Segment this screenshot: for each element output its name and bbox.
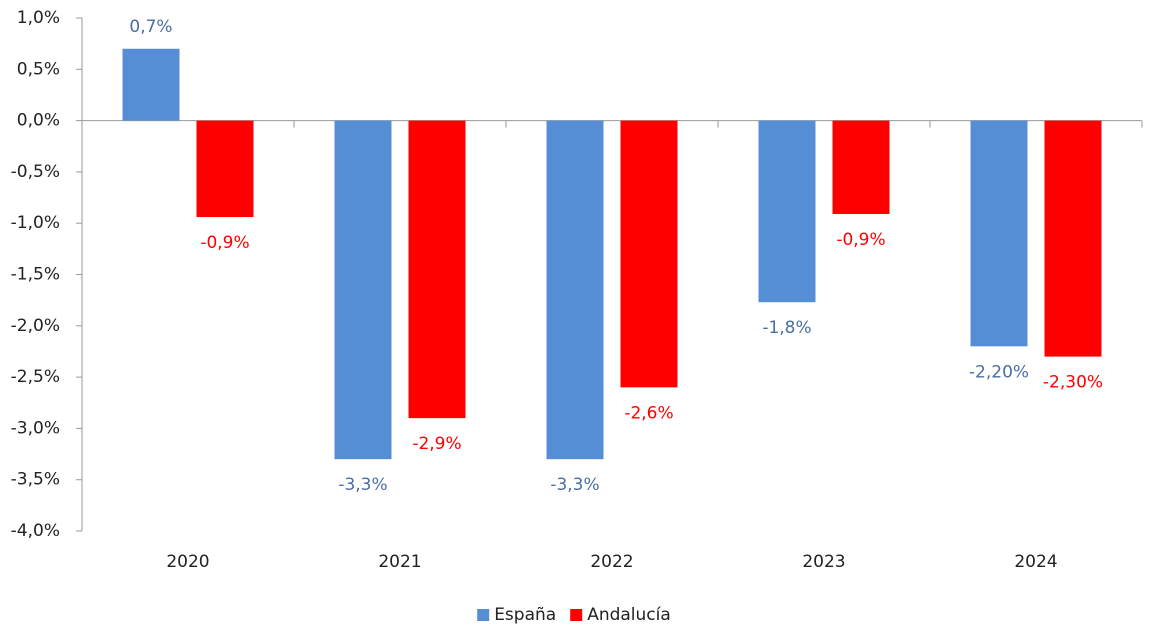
bar <box>970 120 1028 347</box>
y-tick-label: 1,0% <box>17 8 60 28</box>
data-label: -0,9% <box>200 233 249 253</box>
bar <box>408 120 466 419</box>
y-tick-label: -2,5% <box>11 367 60 387</box>
x-tick-label: 2023 <box>802 552 845 572</box>
y-tick-label: -2,0% <box>11 316 60 336</box>
y-tick-label: -3,0% <box>11 418 60 438</box>
data-label: -3,3% <box>338 475 387 495</box>
x-tick-label: 2024 <box>1014 552 1057 572</box>
y-tick-label: -1,5% <box>11 265 60 285</box>
bar <box>334 120 392 460</box>
data-label: -2,9% <box>412 434 461 454</box>
data-label: -0,9% <box>836 230 885 250</box>
legend-label: Andalucía <box>587 605 671 625</box>
x-tick-label: 2022 <box>590 552 633 572</box>
x-tick-label: 2021 <box>378 552 421 572</box>
y-tick-label: -0,5% <box>11 162 60 182</box>
bar <box>620 120 678 388</box>
bar <box>122 48 180 121</box>
legend-swatch <box>477 609 490 621</box>
data-label: -3,3% <box>550 475 599 495</box>
bar <box>546 120 604 460</box>
data-label: -1,8% <box>762 318 811 338</box>
data-label: -2,20% <box>969 362 1029 382</box>
legend-swatch <box>570 609 583 621</box>
bar <box>196 120 254 218</box>
y-tick-label: 0,5% <box>17 59 60 79</box>
y-tick-label: -1,0% <box>11 213 60 233</box>
x-tick-label: 2020 <box>166 552 209 572</box>
data-label: 0,7% <box>129 17 172 37</box>
legend-label: España <box>494 605 556 625</box>
bar <box>1044 120 1102 357</box>
y-tick-label: 0,0% <box>17 111 60 131</box>
bar <box>832 120 890 214</box>
bar <box>758 120 816 303</box>
y-tick-label: -3,5% <box>11 470 60 490</box>
data-label: -2,30% <box>1043 373 1103 393</box>
data-label: -2,6% <box>624 403 673 423</box>
y-tick-label: -4,0% <box>11 521 60 541</box>
